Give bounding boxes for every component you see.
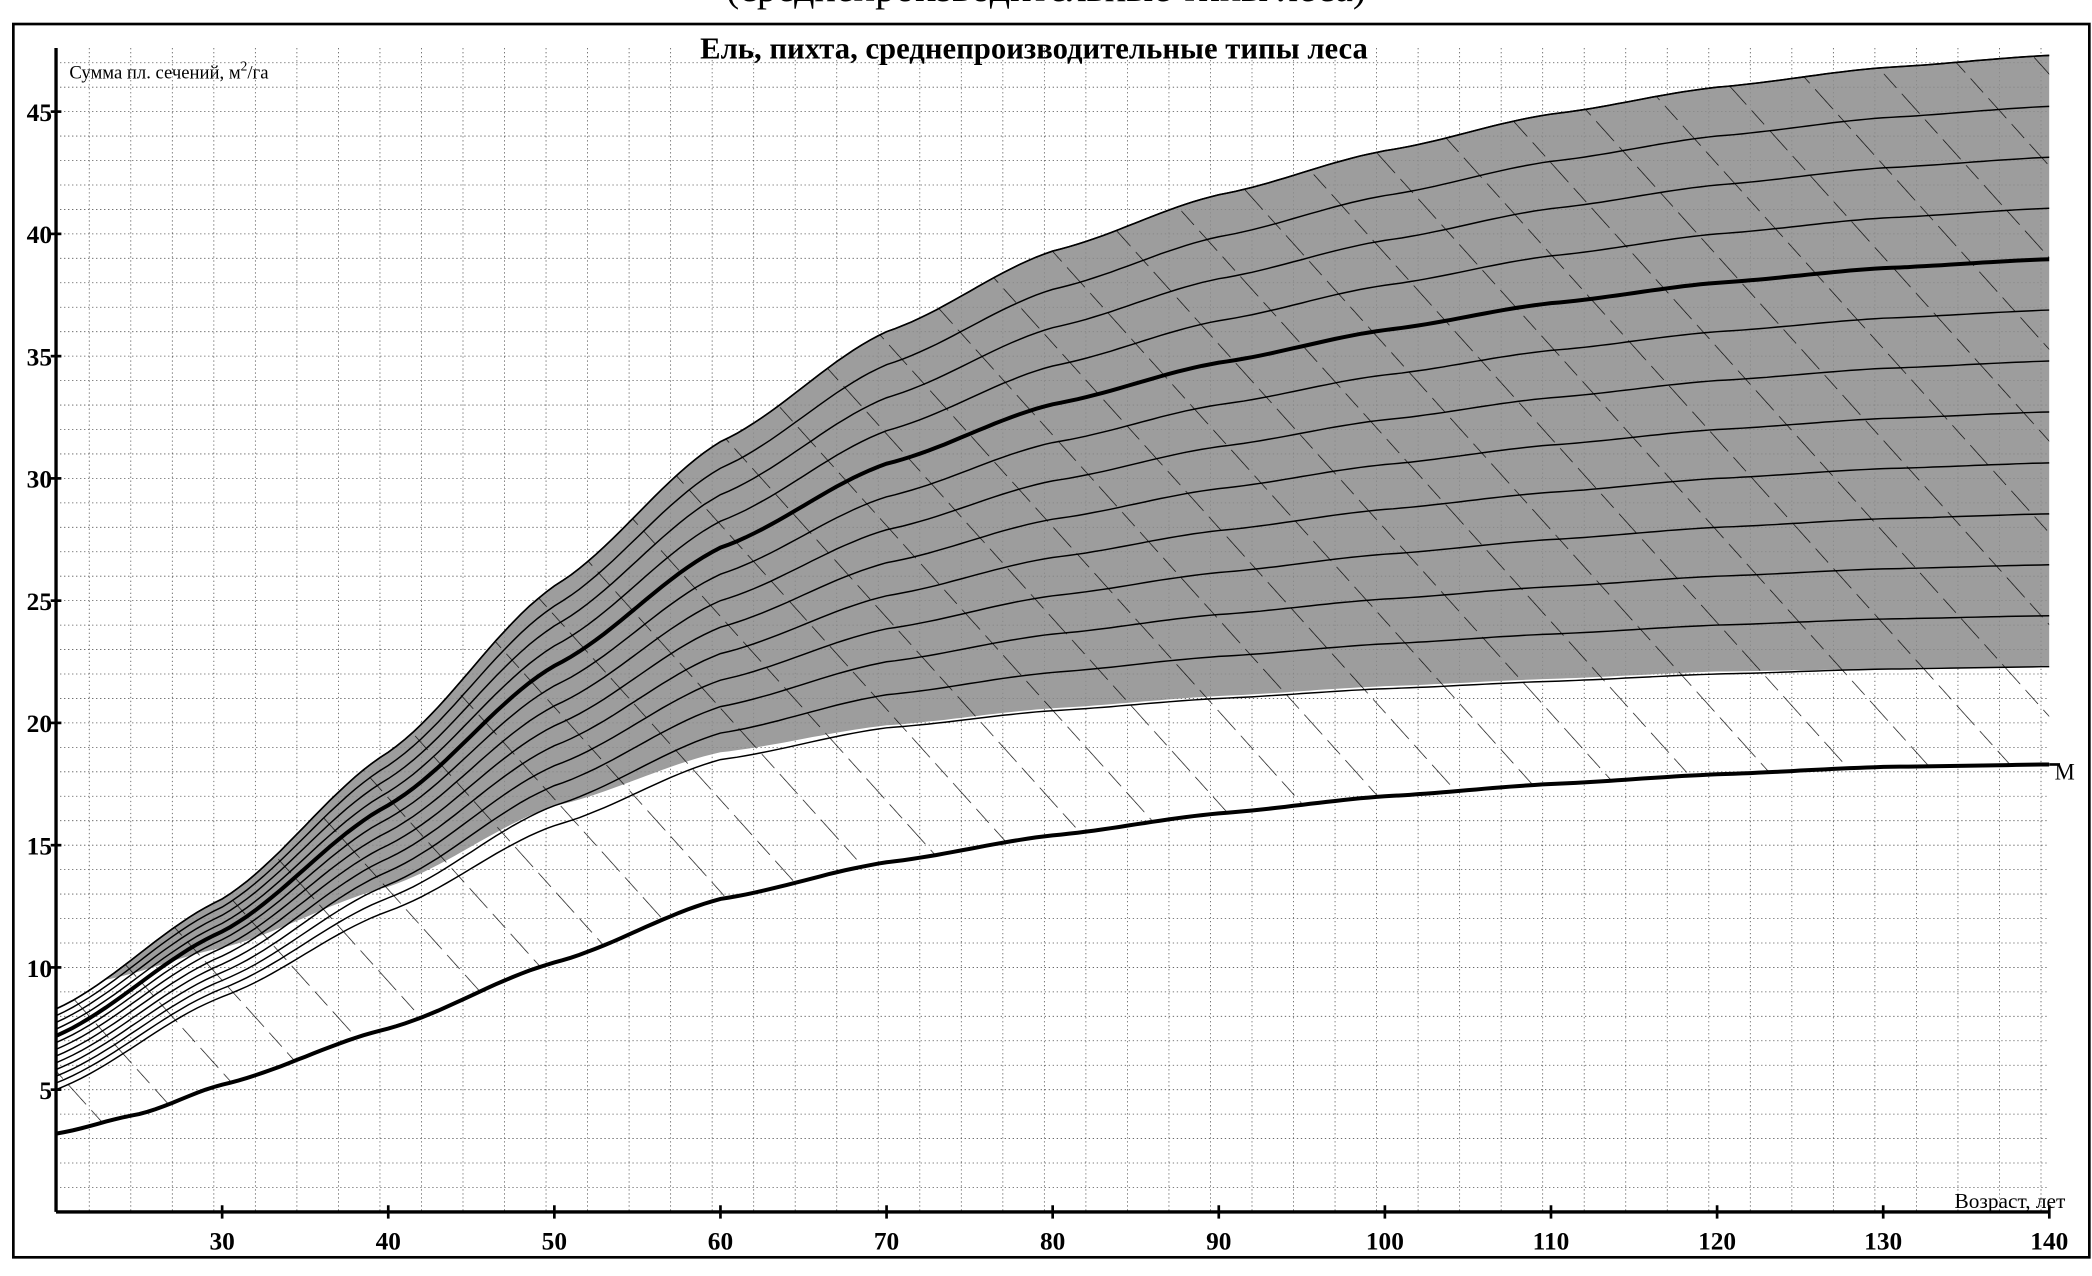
upper-envelope-line: [56, 54, 2050, 1010]
series-line-m: [56, 762, 2050, 1136]
header-cut-text: (среднепроизводительные типы леса): [0, 0, 2092, 11]
y-tick-label: 10: [27, 955, 52, 983]
stocking-curve: [56, 309, 2050, 1044]
x-tick-label: 80: [1040, 1227, 1065, 1255]
bold-stocking-curve: [56, 257, 2050, 1038]
stocking-curve: [56, 360, 2050, 1051]
stocking-curve: [56, 105, 2050, 1017]
x-tick-label: 140: [2030, 1227, 2068, 1255]
stocking-curve: [56, 462, 2050, 1064]
x-tick-label: 110: [1533, 1227, 1570, 1255]
y-tick-label: 40: [27, 221, 52, 249]
stocking-curve: [56, 411, 2050, 1057]
y-tick-label: 5: [39, 1077, 52, 1105]
x-tick-label: 130: [1864, 1227, 1902, 1255]
stocking-curve: [56, 207, 2050, 1030]
stocking-curve: [56, 156, 2050, 1024]
x-tick-label: 50: [542, 1227, 567, 1255]
x-tick-label: 90: [1206, 1227, 1231, 1255]
stocking-curve: [56, 614, 2050, 1084]
chart-title: Ель, пихта, среднепроизводительные типы …: [700, 32, 1368, 66]
y-tick-label: 30: [27, 466, 52, 494]
series-label-m: М: [2055, 759, 2075, 784]
x-tick-label: 100: [1366, 1227, 1404, 1255]
y-tick-label: 25: [27, 588, 52, 616]
x-tick-label: 70: [874, 1227, 899, 1255]
x-tick-label: 30: [209, 1227, 234, 1255]
y-tick-label: 45: [27, 99, 52, 127]
x-axis-label: Возраст, лет: [1955, 1189, 2066, 1213]
stocking-curve: [56, 563, 2050, 1077]
stocking-curve: [56, 665, 2050, 1091]
x-tick-label: 120: [1698, 1227, 1736, 1255]
x-tick-label: 40: [376, 1227, 401, 1255]
y-axis-label: Сумма пл. сечений, м2/га: [69, 59, 269, 84]
y-tick-label: 35: [27, 343, 52, 371]
hatch-region: [56, 55, 2050, 1134]
y-tick-label: 15: [27, 833, 52, 861]
y-tick-label: 20: [27, 710, 52, 738]
x-tick-label: 60: [708, 1227, 733, 1255]
stocking-curve: [56, 513, 2050, 1071]
